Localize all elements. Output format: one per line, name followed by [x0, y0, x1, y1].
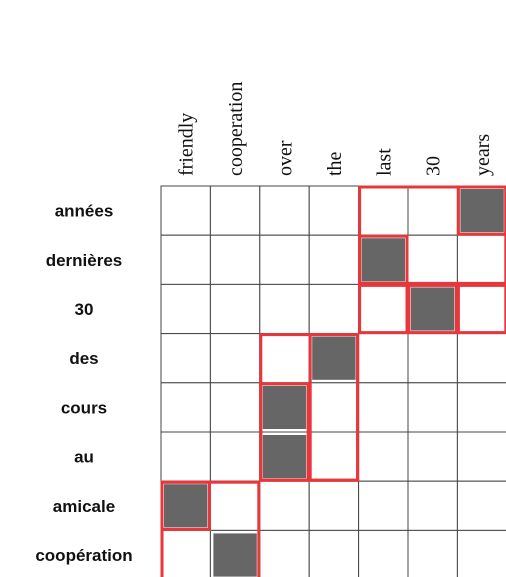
cell: [308, 431, 360, 482]
alignment-cell: [262, 435, 307, 479]
cell: [259, 185, 310, 236]
cell: [358, 431, 409, 482]
cell: [308, 185, 360, 236]
cell: [209, 480, 261, 531]
cell: [259, 234, 310, 285]
cell: [209, 283, 261, 335]
row-label: 30: [75, 300, 94, 319]
cell: [308, 283, 360, 335]
column-label: years: [472, 134, 494, 176]
column-label: friendly: [176, 113, 198, 176]
cell: [308, 234, 360, 285]
cell: [259, 283, 310, 335]
cell: [407, 529, 458, 577]
cell: [209, 333, 261, 384]
column-label: the: [324, 151, 346, 176]
cell: [358, 529, 409, 577]
row-label: coopération: [35, 546, 132, 565]
phrase-box: [308, 333, 360, 482]
cell: [160, 283, 211, 335]
cell: [407, 333, 458, 384]
cell: [308, 382, 360, 433]
cell: [456, 431, 506, 482]
cell: [358, 480, 409, 531]
cell: [407, 234, 458, 285]
cell: [456, 333, 506, 384]
row-label: cours: [61, 398, 107, 417]
cell: [209, 431, 261, 482]
cell: [407, 382, 458, 433]
cell: [160, 234, 211, 285]
cell: [456, 529, 506, 577]
column-label: last: [373, 148, 395, 176]
cell: [160, 333, 211, 384]
alignment-cell: [164, 484, 208, 528]
column-label: cooperation: [225, 82, 247, 176]
alignment-cell: [411, 287, 455, 331]
alignment-cell: [262, 385, 307, 429]
alignment-cell: [460, 189, 504, 233]
cell: [308, 480, 360, 531]
row-label: au: [74, 448, 94, 467]
phrase-box: [358, 283, 409, 335]
cell: [308, 529, 360, 577]
phrase-box: [160, 480, 211, 531]
cell: [160, 382, 211, 433]
cell: [358, 283, 409, 335]
phrase-box: [358, 234, 409, 285]
alignment-cell: [213, 533, 257, 577]
cell: [160, 431, 211, 482]
cell: [259, 333, 310, 384]
cell: [209, 185, 261, 236]
phrase-box: [259, 382, 310, 482]
alignment-cell: [312, 336, 356, 380]
cell: [407, 480, 458, 531]
cell: [160, 529, 211, 577]
cell: [456, 283, 506, 335]
cell: [407, 185, 458, 236]
alignment-cell: [361, 238, 405, 282]
cell: [209, 382, 261, 433]
cell: [259, 480, 310, 531]
cell: [209, 234, 261, 285]
cell: [358, 185, 409, 236]
column-label: over: [275, 140, 297, 176]
row-label: des: [69, 349, 98, 368]
column-label: 30: [423, 156, 445, 176]
cell: [160, 185, 211, 236]
cell: [407, 431, 458, 482]
cell: [259, 529, 310, 577]
phrase-box: [407, 283, 458, 335]
cell: [456, 234, 506, 285]
row-label: dernières: [46, 251, 123, 270]
cell: [358, 333, 409, 384]
cell: [456, 480, 506, 531]
row-label: années: [55, 202, 114, 221]
cell: [358, 382, 409, 433]
row-label: amicale: [53, 497, 115, 516]
cell: [456, 382, 506, 433]
